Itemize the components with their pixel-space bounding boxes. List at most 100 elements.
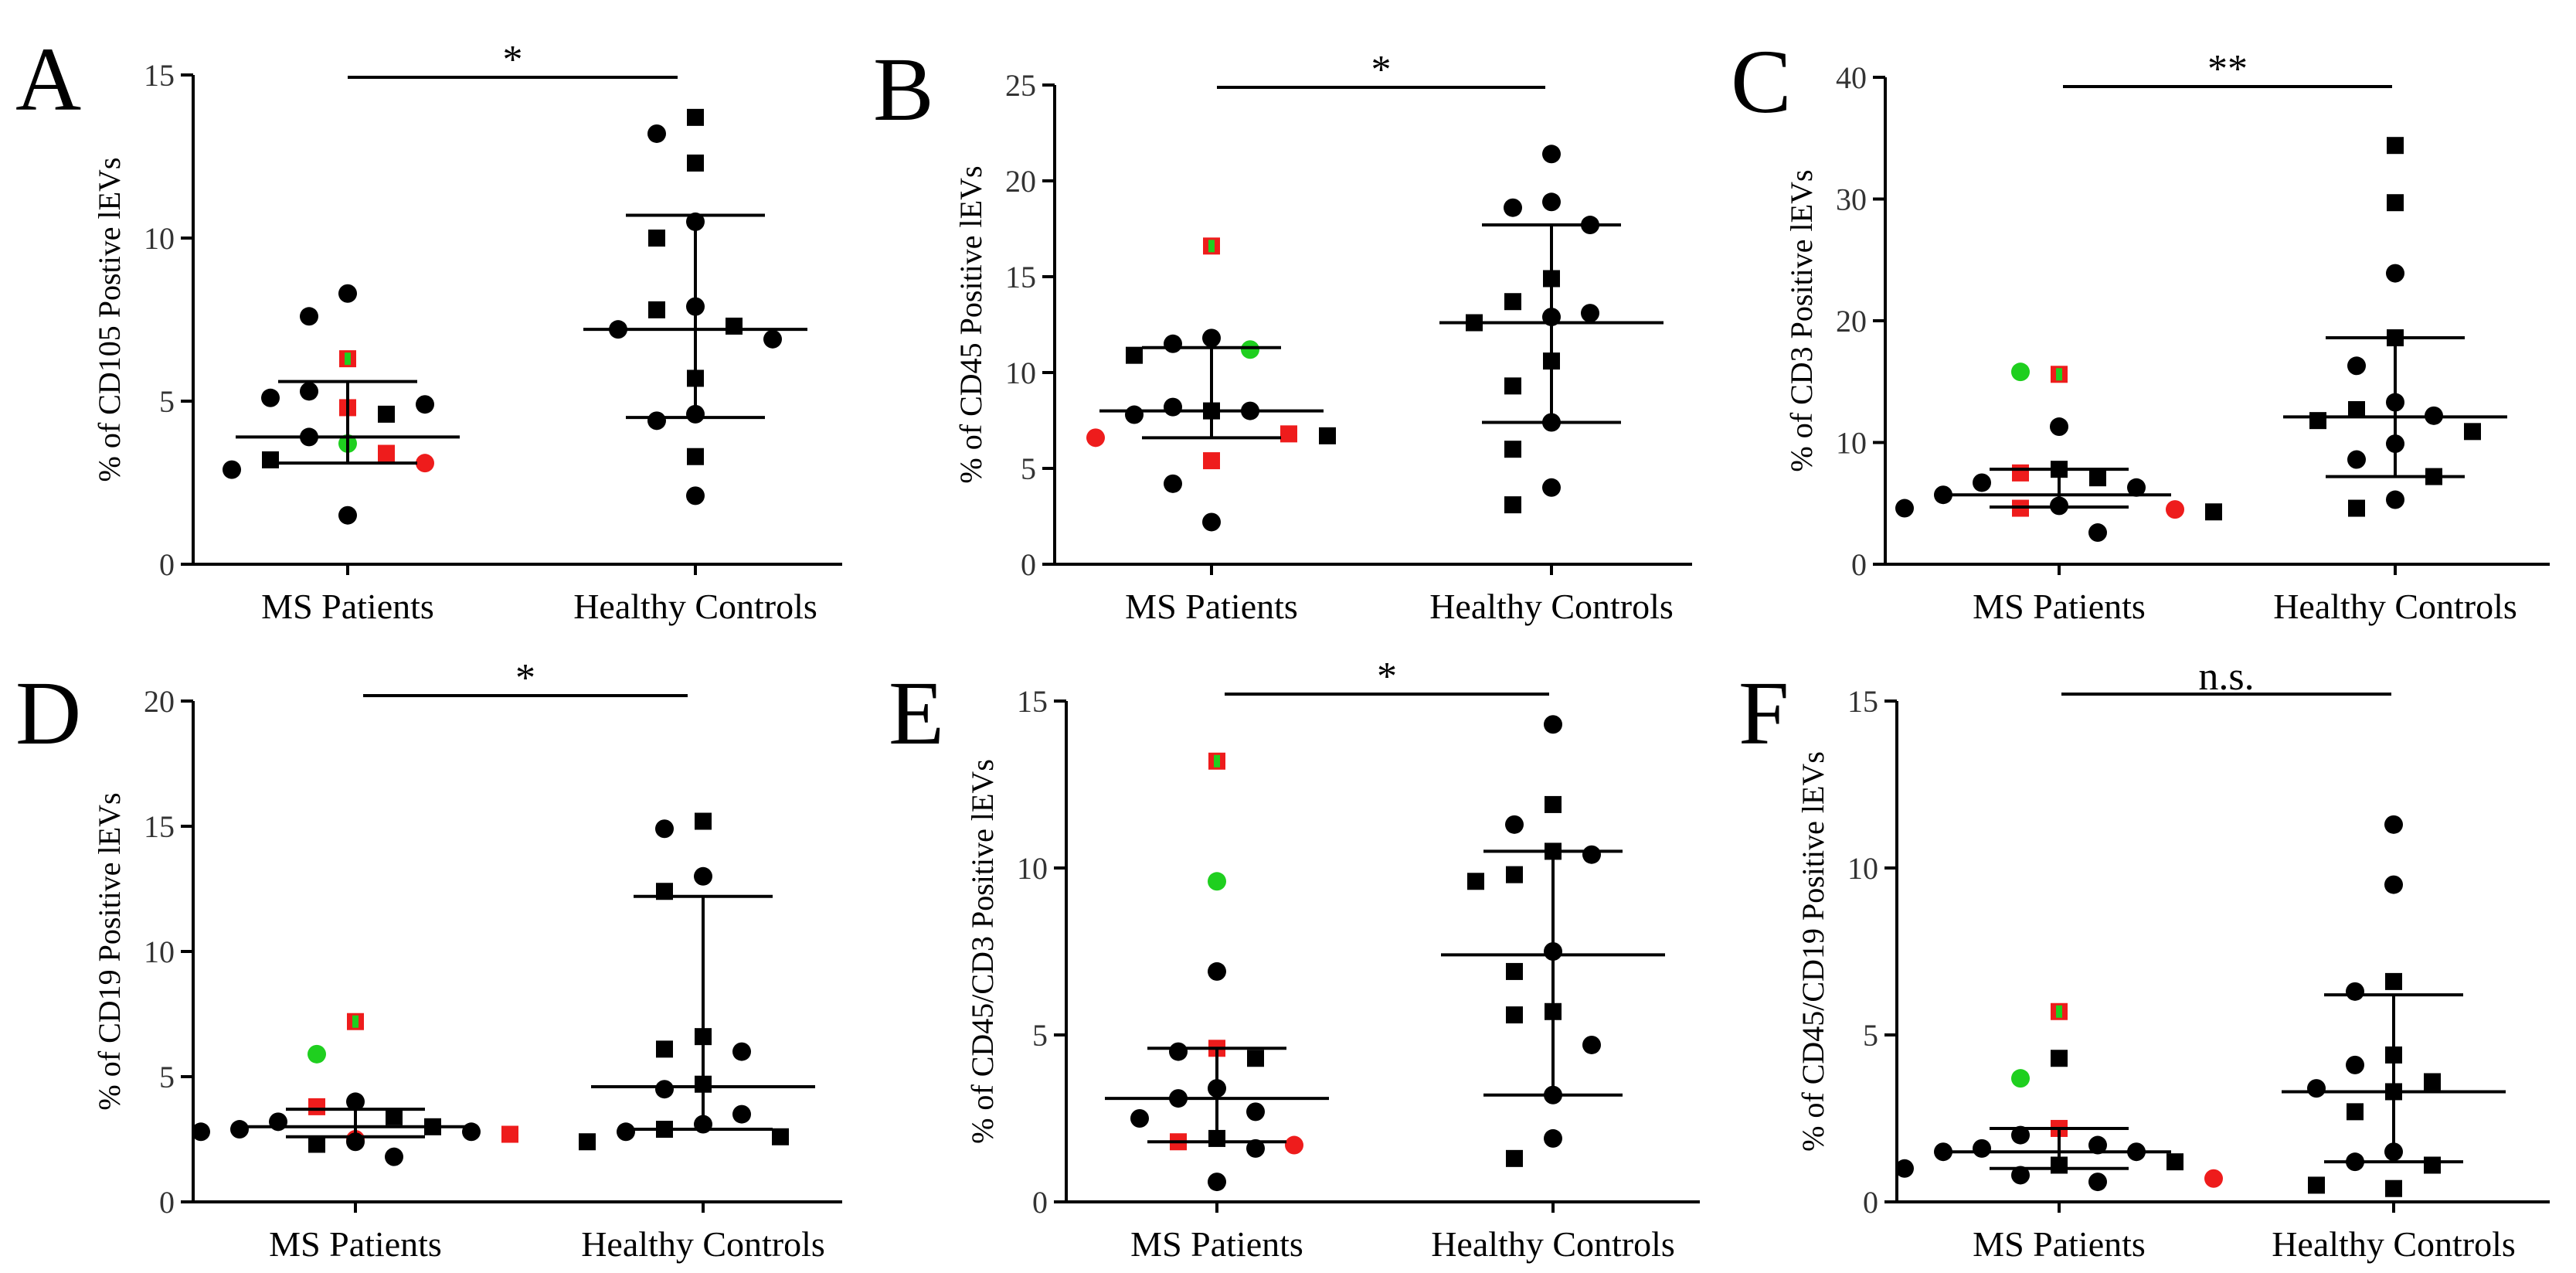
- data-point-square-inner: [345, 352, 351, 366]
- data-point-circle: [1934, 1142, 1952, 1162]
- data-point-square: [687, 108, 704, 126]
- data-point-circle: [2088, 523, 2107, 543]
- x-tick-label: MS Patients: [269, 1224, 442, 1264]
- data-point-square: [1126, 346, 1143, 364]
- data-point-square: [579, 1133, 596, 1151]
- data-point-square: [1506, 1006, 1523, 1024]
- data-point-circle: [300, 382, 318, 401]
- data-point-square: [2385, 1179, 2402, 1197]
- panel-a: A 0 5 10 15 % of CD105 Postive lEVs MS Patient…: [15, 29, 842, 626]
- data-point-circle: [2204, 1169, 2223, 1188]
- panel-f: F 0 5 10 15 % of CD45/CD19 Positive lEVs MS Pa…: [1738, 655, 2550, 1264]
- data-point-square: [2051, 1050, 2068, 1067]
- data-point-square: [1504, 496, 1521, 514]
- panel-letter: B: [873, 39, 934, 140]
- y-axis-label: % of CD45/CD19 Positive lEVs: [1796, 751, 1830, 1152]
- data-point-circle: [1164, 474, 1182, 493]
- panel-b: B 0 5 10 15 20 25 % of CD45 Positive lEVs MS Pat…: [873, 39, 1692, 626]
- data-point-square: [687, 448, 704, 465]
- data-point-circle: [1544, 715, 1562, 734]
- data-point-circle: [1542, 145, 1561, 164]
- group-healthy-controls: [2282, 815, 2506, 1197]
- y-tick-label: 20: [144, 684, 175, 719]
- data-point-circle: [1973, 473, 1991, 492]
- y-tick-label: 10: [144, 221, 175, 256]
- data-point-circle: [686, 486, 705, 505]
- data-point-circle: [1130, 1109, 1149, 1128]
- data-point-circle: [1581, 304, 1599, 323]
- data-point-square: [656, 1040, 673, 1058]
- group-healthy-controls: [1439, 145, 1664, 514]
- data-point-circle: [2347, 450, 2366, 469]
- data-point-square: [2424, 1073, 2441, 1091]
- data-point-circle: [1582, 1035, 1601, 1054]
- data-point-circle: [1504, 198, 1522, 217]
- data-point-circle: [2346, 982, 2364, 1001]
- significance-label: *: [503, 38, 523, 82]
- data-point-circle: [1246, 1102, 1265, 1122]
- data-point-circle: [763, 329, 782, 349]
- data-point-circle: [647, 411, 666, 431]
- data-point-square: [378, 405, 395, 423]
- data-point-circle: [1934, 485, 1952, 505]
- x-tick-label: Healthy Controls: [1431, 1224, 1675, 1264]
- data-point-circle: [2347, 356, 2366, 376]
- data-point-square: [2464, 423, 2481, 441]
- data-point-circle: [1895, 499, 1914, 518]
- data-point-square: [1319, 427, 1336, 444]
- y-tick-label: 5: [1032, 1018, 1048, 1053]
- data-point-square: [1504, 377, 1521, 395]
- data-point-circle: [300, 307, 318, 326]
- data-point-circle: [338, 505, 357, 525]
- data-point-square: [2166, 1153, 2183, 1171]
- data-point-circle: [261, 388, 280, 407]
- y-tick-label: 10: [1847, 851, 1878, 886]
- y-tick-label: 15: [1005, 260, 1036, 294]
- data-point-square: [1504, 441, 1521, 458]
- data-point-circle: [655, 1080, 674, 1099]
- data-point-circle: [2384, 875, 2403, 894]
- data-point-square: [1280, 425, 1297, 443]
- data-point-circle: [2307, 1079, 2326, 1098]
- data-point-square: [1247, 1050, 1264, 1067]
- data-point-circle: [732, 1042, 751, 1061]
- data-point-circle: [1164, 334, 1182, 353]
- data-point-square: [1203, 452, 1220, 470]
- data-point-square: [2424, 1156, 2441, 1174]
- data-point-square: [726, 317, 743, 335]
- y-tick-label: 10: [1836, 426, 1867, 461]
- panel-letter: E: [889, 662, 944, 764]
- data-point-circle: [2088, 1135, 2107, 1155]
- data-point-circle: [2384, 815, 2403, 834]
- y-tick-label: 5: [1021, 451, 1036, 486]
- y-axis-label: % of CD19 Positive lEVs: [92, 792, 127, 1110]
- data-point-square: [2205, 503, 2222, 521]
- y-tick-label: 0: [1032, 1185, 1048, 1220]
- y-axis-label: % of CD45/CD3 Positive lEVs: [965, 759, 1000, 1144]
- data-point-circle: [346, 1092, 365, 1111]
- y-tick-label: 40: [1836, 60, 1867, 95]
- data-point-square: [2387, 137, 2404, 155]
- data-point-square: [2308, 1176, 2325, 1194]
- data-point-square: [2348, 400, 2365, 418]
- data-point-circle: [2050, 417, 2068, 437]
- data-point-circle: [192, 1122, 210, 1142]
- y-tick-label: 5: [1863, 1018, 1878, 1053]
- group-ms-patients: [1895, 362, 2222, 543]
- data-point-square: [1545, 795, 1562, 813]
- y-tick-label: 20: [1836, 304, 1867, 339]
- data-point-circle: [2088, 1173, 2107, 1192]
- data-point-square-inner: [2056, 368, 2062, 381]
- group-healthy-controls: [579, 812, 815, 1151]
- group-ms-patients: [1086, 237, 1336, 532]
- x-tick-label: MS Patients: [1130, 1224, 1303, 1264]
- data-point-circle: [1208, 962, 1226, 981]
- data-point-circle: [1246, 1139, 1265, 1158]
- group-healthy-controls: [2283, 137, 2507, 517]
- data-point-square: [262, 451, 279, 468]
- data-point-circle: [230, 1120, 249, 1139]
- y-tick-label: 15: [1847, 684, 1878, 719]
- data-point-circle: [2166, 500, 2184, 519]
- y-tick-label: 10: [1017, 851, 1048, 886]
